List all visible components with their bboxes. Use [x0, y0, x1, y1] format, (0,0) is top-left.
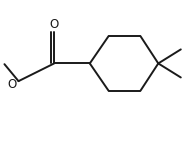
Text: O: O [7, 78, 16, 91]
Text: O: O [50, 18, 59, 31]
